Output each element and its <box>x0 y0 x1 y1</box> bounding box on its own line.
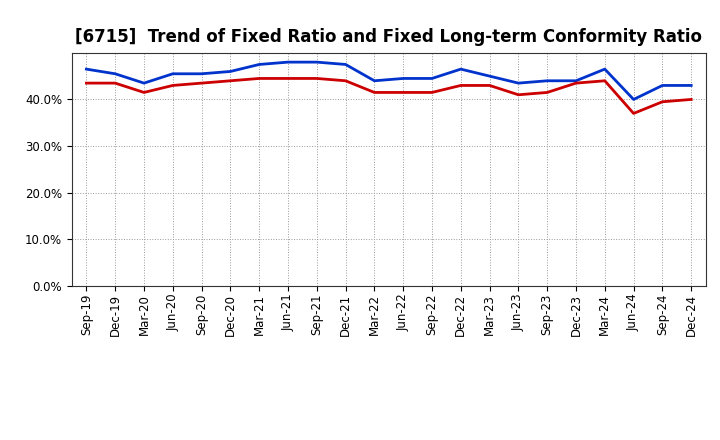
Fixed Ratio <box>543 78 552 84</box>
Title: [6715]  Trend of Fixed Ratio and Fixed Long-term Conformity Ratio: [6715] Trend of Fixed Ratio and Fixed Lo… <box>76 28 702 46</box>
Fixed Long-term Conformity Ratio <box>370 90 379 95</box>
Fixed Ratio <box>197 71 206 77</box>
Fixed Long-term Conformity Ratio <box>514 92 523 97</box>
Fixed Ratio <box>514 81 523 86</box>
Line: Fixed Ratio: Fixed Ratio <box>86 62 691 99</box>
Fixed Ratio <box>658 83 667 88</box>
Fixed Long-term Conformity Ratio <box>572 81 580 86</box>
Fixed Ratio <box>168 71 177 77</box>
Fixed Long-term Conformity Ratio <box>312 76 321 81</box>
Line: Fixed Long-term Conformity Ratio: Fixed Long-term Conformity Ratio <box>86 78 691 114</box>
Fixed Ratio <box>341 62 350 67</box>
Fixed Ratio <box>399 76 408 81</box>
Fixed Ratio <box>226 69 235 74</box>
Fixed Ratio <box>485 73 494 79</box>
Fixed Long-term Conformity Ratio <box>168 83 177 88</box>
Fixed Long-term Conformity Ratio <box>687 97 696 102</box>
Fixed Long-term Conformity Ratio <box>341 78 350 84</box>
Fixed Ratio <box>428 76 436 81</box>
Fixed Ratio <box>255 62 264 67</box>
Fixed Long-term Conformity Ratio <box>658 99 667 104</box>
Fixed Ratio <box>687 83 696 88</box>
Fixed Ratio <box>572 78 580 84</box>
Fixed Ratio <box>629 97 638 102</box>
Fixed Long-term Conformity Ratio <box>226 78 235 84</box>
Fixed Ratio <box>600 66 609 72</box>
Fixed Long-term Conformity Ratio <box>629 111 638 116</box>
Fixed Ratio <box>456 66 465 72</box>
Fixed Ratio <box>82 66 91 72</box>
Fixed Long-term Conformity Ratio <box>82 81 91 86</box>
Fixed Ratio <box>370 78 379 84</box>
Fixed Long-term Conformity Ratio <box>197 81 206 86</box>
Fixed Long-term Conformity Ratio <box>485 83 494 88</box>
Fixed Long-term Conformity Ratio <box>255 76 264 81</box>
Fixed Long-term Conformity Ratio <box>284 76 292 81</box>
Fixed Ratio <box>284 59 292 65</box>
Fixed Long-term Conformity Ratio <box>428 90 436 95</box>
Fixed Long-term Conformity Ratio <box>600 78 609 84</box>
Fixed Long-term Conformity Ratio <box>543 90 552 95</box>
Fixed Ratio <box>111 71 120 77</box>
Fixed Long-term Conformity Ratio <box>456 83 465 88</box>
Fixed Long-term Conformity Ratio <box>399 90 408 95</box>
Fixed Long-term Conformity Ratio <box>140 90 148 95</box>
Fixed Ratio <box>140 81 148 86</box>
Fixed Long-term Conformity Ratio <box>111 81 120 86</box>
Fixed Ratio <box>312 59 321 65</box>
